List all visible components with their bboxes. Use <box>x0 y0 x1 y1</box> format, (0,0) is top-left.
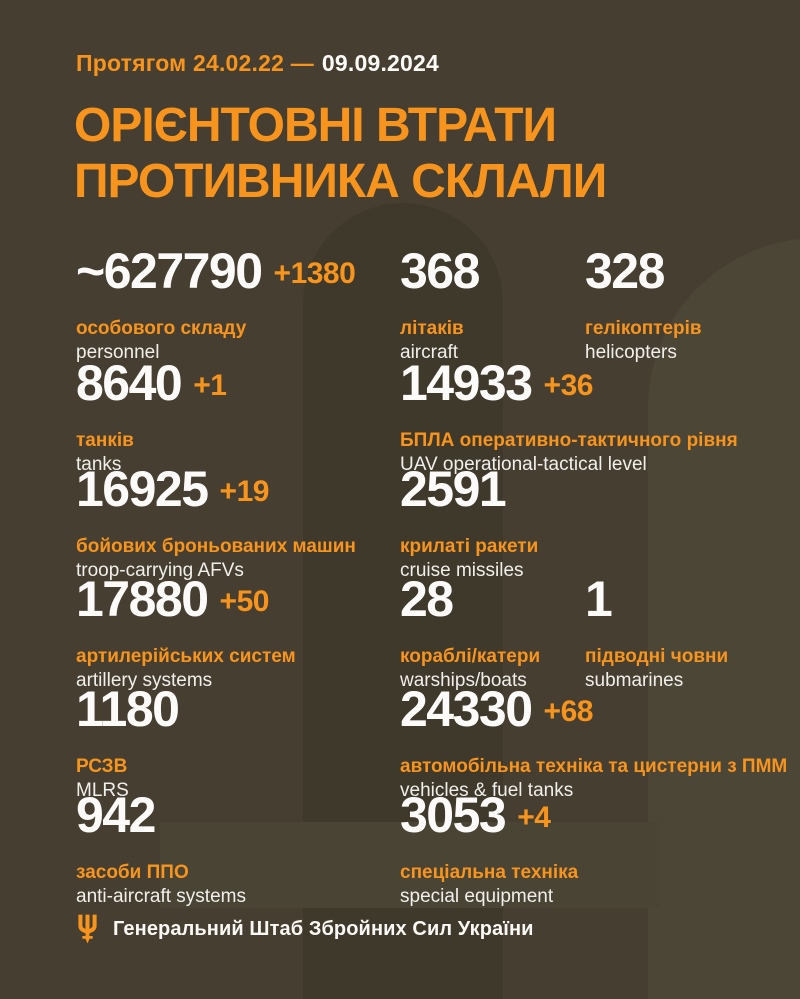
stat-uav: 14933 +36 БПЛА оперативно-тактичного рівн… <box>400 358 738 477</box>
stat-label-uk: особового складу <box>76 318 247 339</box>
footer-org-name: Генеральний Штаб Збройних Сил України <box>113 917 534 940</box>
report-date: 09.09.2024 <box>321 50 440 76</box>
stat-delta: +1 <box>193 369 227 402</box>
stat-label-en: cruise missiles <box>400 560 524 581</box>
stat-label-uk: бойових броньованих машин <box>76 536 356 557</box>
stat-label-en: troop-carrying AFVs <box>76 560 244 581</box>
stat-label-uk: спеціальна техніка <box>400 862 579 883</box>
stat-value: 16925 <box>76 461 209 517</box>
stat-label-en: submarines <box>585 670 684 691</box>
stat-value: 17880 <box>76 571 209 627</box>
stat-label-en: artillery systems <box>76 670 213 691</box>
page-title-line2: ПРОТИВНИКА СКЛАЛИ <box>74 155 607 208</box>
stat-label-uk: літаків <box>400 318 464 339</box>
stat-helicopters: 328 гелікоптерів helicopters <box>585 246 702 365</box>
stat-label-uk: танків <box>76 430 134 451</box>
stat-delta: +36 <box>543 369 594 402</box>
stat-delta: +1380 <box>273 257 356 290</box>
stat-value: 14933 <box>400 355 533 411</box>
stat-warships: 28 кораблі/катери warships/boats <box>400 574 540 693</box>
stat-vehicles: 24330 +68 автомобільна техніка та цистерн… <box>400 684 787 803</box>
stat-label-en: warships/boats <box>400 670 527 691</box>
stat-label-uk: автомобільна техніка та цистерни з ПММ <box>400 756 788 777</box>
stat-label-en: UAV operational-tactical level <box>400 454 647 475</box>
page-title-line1: ОРІЄНТОВНІ ВТРАТИ <box>74 99 557 152</box>
stat-personnel: ~627790 +1380 особового складу personnel <box>76 243 356 365</box>
stat-value: 28 <box>400 571 454 627</box>
stat-value: 3053 <box>400 787 507 843</box>
stat-label-en: MLRS <box>76 780 129 801</box>
stat-mlrs: 1180 РСЗВ MLRS <box>76 684 190 803</box>
stat-label-en: vehicles & fuel tanks <box>400 780 574 801</box>
stat-afv: 16925 +19 бойових броньованих машин troop… <box>76 464 356 583</box>
stat-label-uk: засоби ППО <box>76 862 189 883</box>
stat-value: ~627790 <box>76 243 263 299</box>
stat-delta: +50 <box>219 585 270 618</box>
header: Протягом 24.02.22 — 09.09.2024 <box>76 50 439 77</box>
stat-label-uk: БПЛА оперативно-тактичного рівня <box>400 430 738 451</box>
stat-label-en: special equipment <box>400 886 554 907</box>
stat-value: 942 <box>76 787 156 843</box>
stat-label-uk: гелікоптерів <box>585 318 702 339</box>
trident-icon <box>78 914 97 944</box>
footer: Генеральний Штаб Збройних Сил України <box>76 914 534 944</box>
stat-value: 368 <box>400 243 480 299</box>
stat-label-uk: артилерійських систем <box>76 646 296 667</box>
stat-label-uk: РСЗВ <box>76 756 128 777</box>
stat-special-equipment: 3053 +4 спеціальна техніка special equipm… <box>400 790 578 909</box>
stat-value: 24330 <box>400 681 533 737</box>
stat-delta: +4 <box>517 801 551 834</box>
stat-label-en: helicopters <box>585 342 677 363</box>
stat-cruise-missiles: 2591 крилаті ракети cruise missiles <box>400 464 538 583</box>
stat-value: 8640 <box>76 355 183 411</box>
stat-delta: +68 <box>543 695 594 728</box>
stat-submarines: 1 підводні човни submarines <box>585 574 728 693</box>
stat-artillery: 17880 +50 артилерійських систем artillery… <box>76 574 296 693</box>
stat-label-uk: крилаті ракети <box>400 536 539 557</box>
stat-label-en: personnel <box>76 342 160 363</box>
stat-air-defence: 942 засоби ППО anti-aircraft systems <box>76 790 246 909</box>
period-label: Протягом 24.02.22 — <box>76 50 314 76</box>
stat-aircraft: 368 літаків aircraft <box>400 246 491 365</box>
stat-value: 328 <box>585 243 665 299</box>
stat-label-en: anti-aircraft systems <box>76 886 246 907</box>
stat-label-en: aircraft <box>400 342 459 363</box>
stat-tanks: 8640 +1 танків tanks <box>76 355 227 477</box>
stat-value: 1 <box>585 571 613 627</box>
stat-label-en: tanks <box>76 454 122 475</box>
stat-label-uk: підводні човни <box>585 646 729 667</box>
stat-label-uk: кораблі/катери <box>400 646 541 667</box>
stat-value: 2591 <box>400 461 507 517</box>
stat-delta: +19 <box>219 475 270 508</box>
stat-value: 1180 <box>76 681 180 737</box>
page-title: ОРІЄНТОВНІ ВТРАТИ ПРОТИВНИКА СКЛАЛИ <box>74 98 607 210</box>
